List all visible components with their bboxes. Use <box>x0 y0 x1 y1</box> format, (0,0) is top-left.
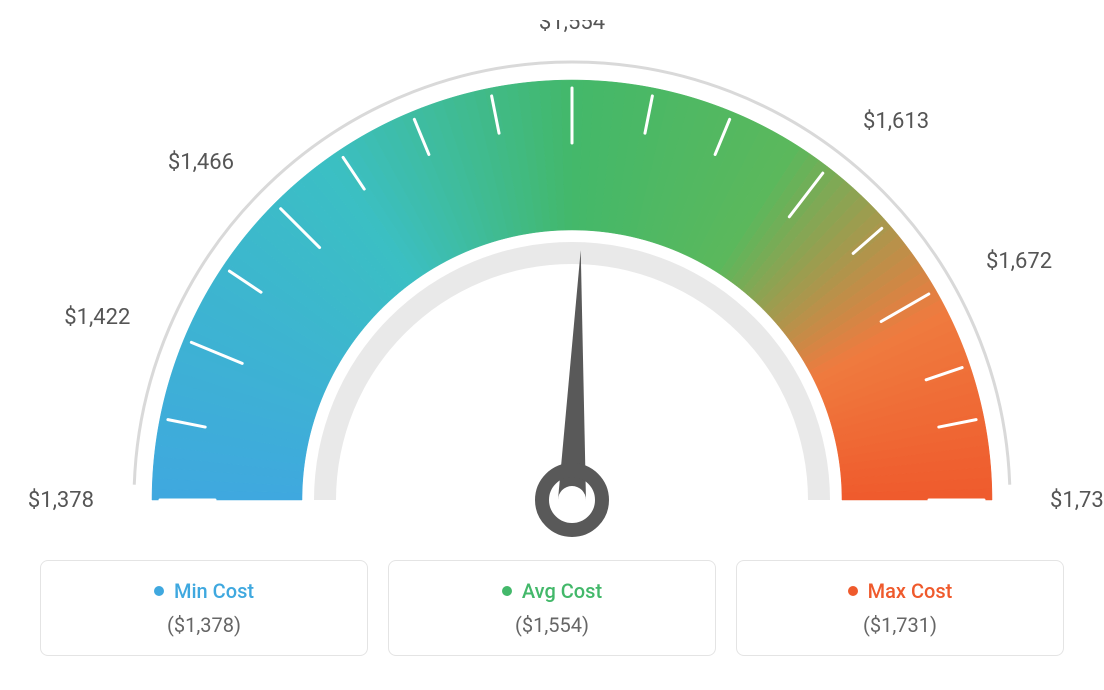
svg-text:$1,422: $1,422 <box>64 305 130 330</box>
svg-text:$1,731: $1,731 <box>1050 488 1104 513</box>
gauge-chart: $1,378$1,422$1,466$1,554$1,613$1,672$1,7… <box>20 20 1084 550</box>
dot-icon <box>502 586 512 596</box>
legend-card-min: Min Cost ($1,378) <box>40 560 368 656</box>
dot-icon <box>848 586 858 596</box>
legend-card-max: Max Cost ($1,731) <box>736 560 1064 656</box>
legend-label: Avg Cost <box>522 579 602 603</box>
legend-value: ($1,554) <box>409 613 695 637</box>
legend-value: ($1,731) <box>757 613 1043 637</box>
dot-icon <box>154 586 164 596</box>
legend-label: Min Cost <box>174 579 254 603</box>
svg-text:$1,672: $1,672 <box>986 249 1052 274</box>
legend-value: ($1,378) <box>61 613 347 637</box>
legend-title-max: Max Cost <box>757 579 1043 603</box>
legend-row: Min Cost ($1,378) Avg Cost ($1,554) Max … <box>20 560 1084 656</box>
legend-title-avg: Avg Cost <box>409 579 695 603</box>
svg-text:$1,466: $1,466 <box>168 150 234 175</box>
gauge-svg: $1,378 $1,422 $1,466 $1,554 $1,613 $1,672 $1,7… <box>20 20 1104 550</box>
svg-text:$1,613: $1,613 <box>863 109 929 134</box>
chart-container: $1,378 $1,422 $1,466 $1,554 $1,613 $1,672 $1,7… <box>0 0 1104 690</box>
legend-title-min: Min Cost <box>61 579 347 603</box>
legend-label: Max Cost <box>868 579 953 603</box>
legend-card-avg: Avg Cost ($1,554) <box>388 560 716 656</box>
svg-text:$1,378: $1,378 <box>28 488 94 513</box>
svg-text:$1,554: $1,554 <box>539 20 605 35</box>
